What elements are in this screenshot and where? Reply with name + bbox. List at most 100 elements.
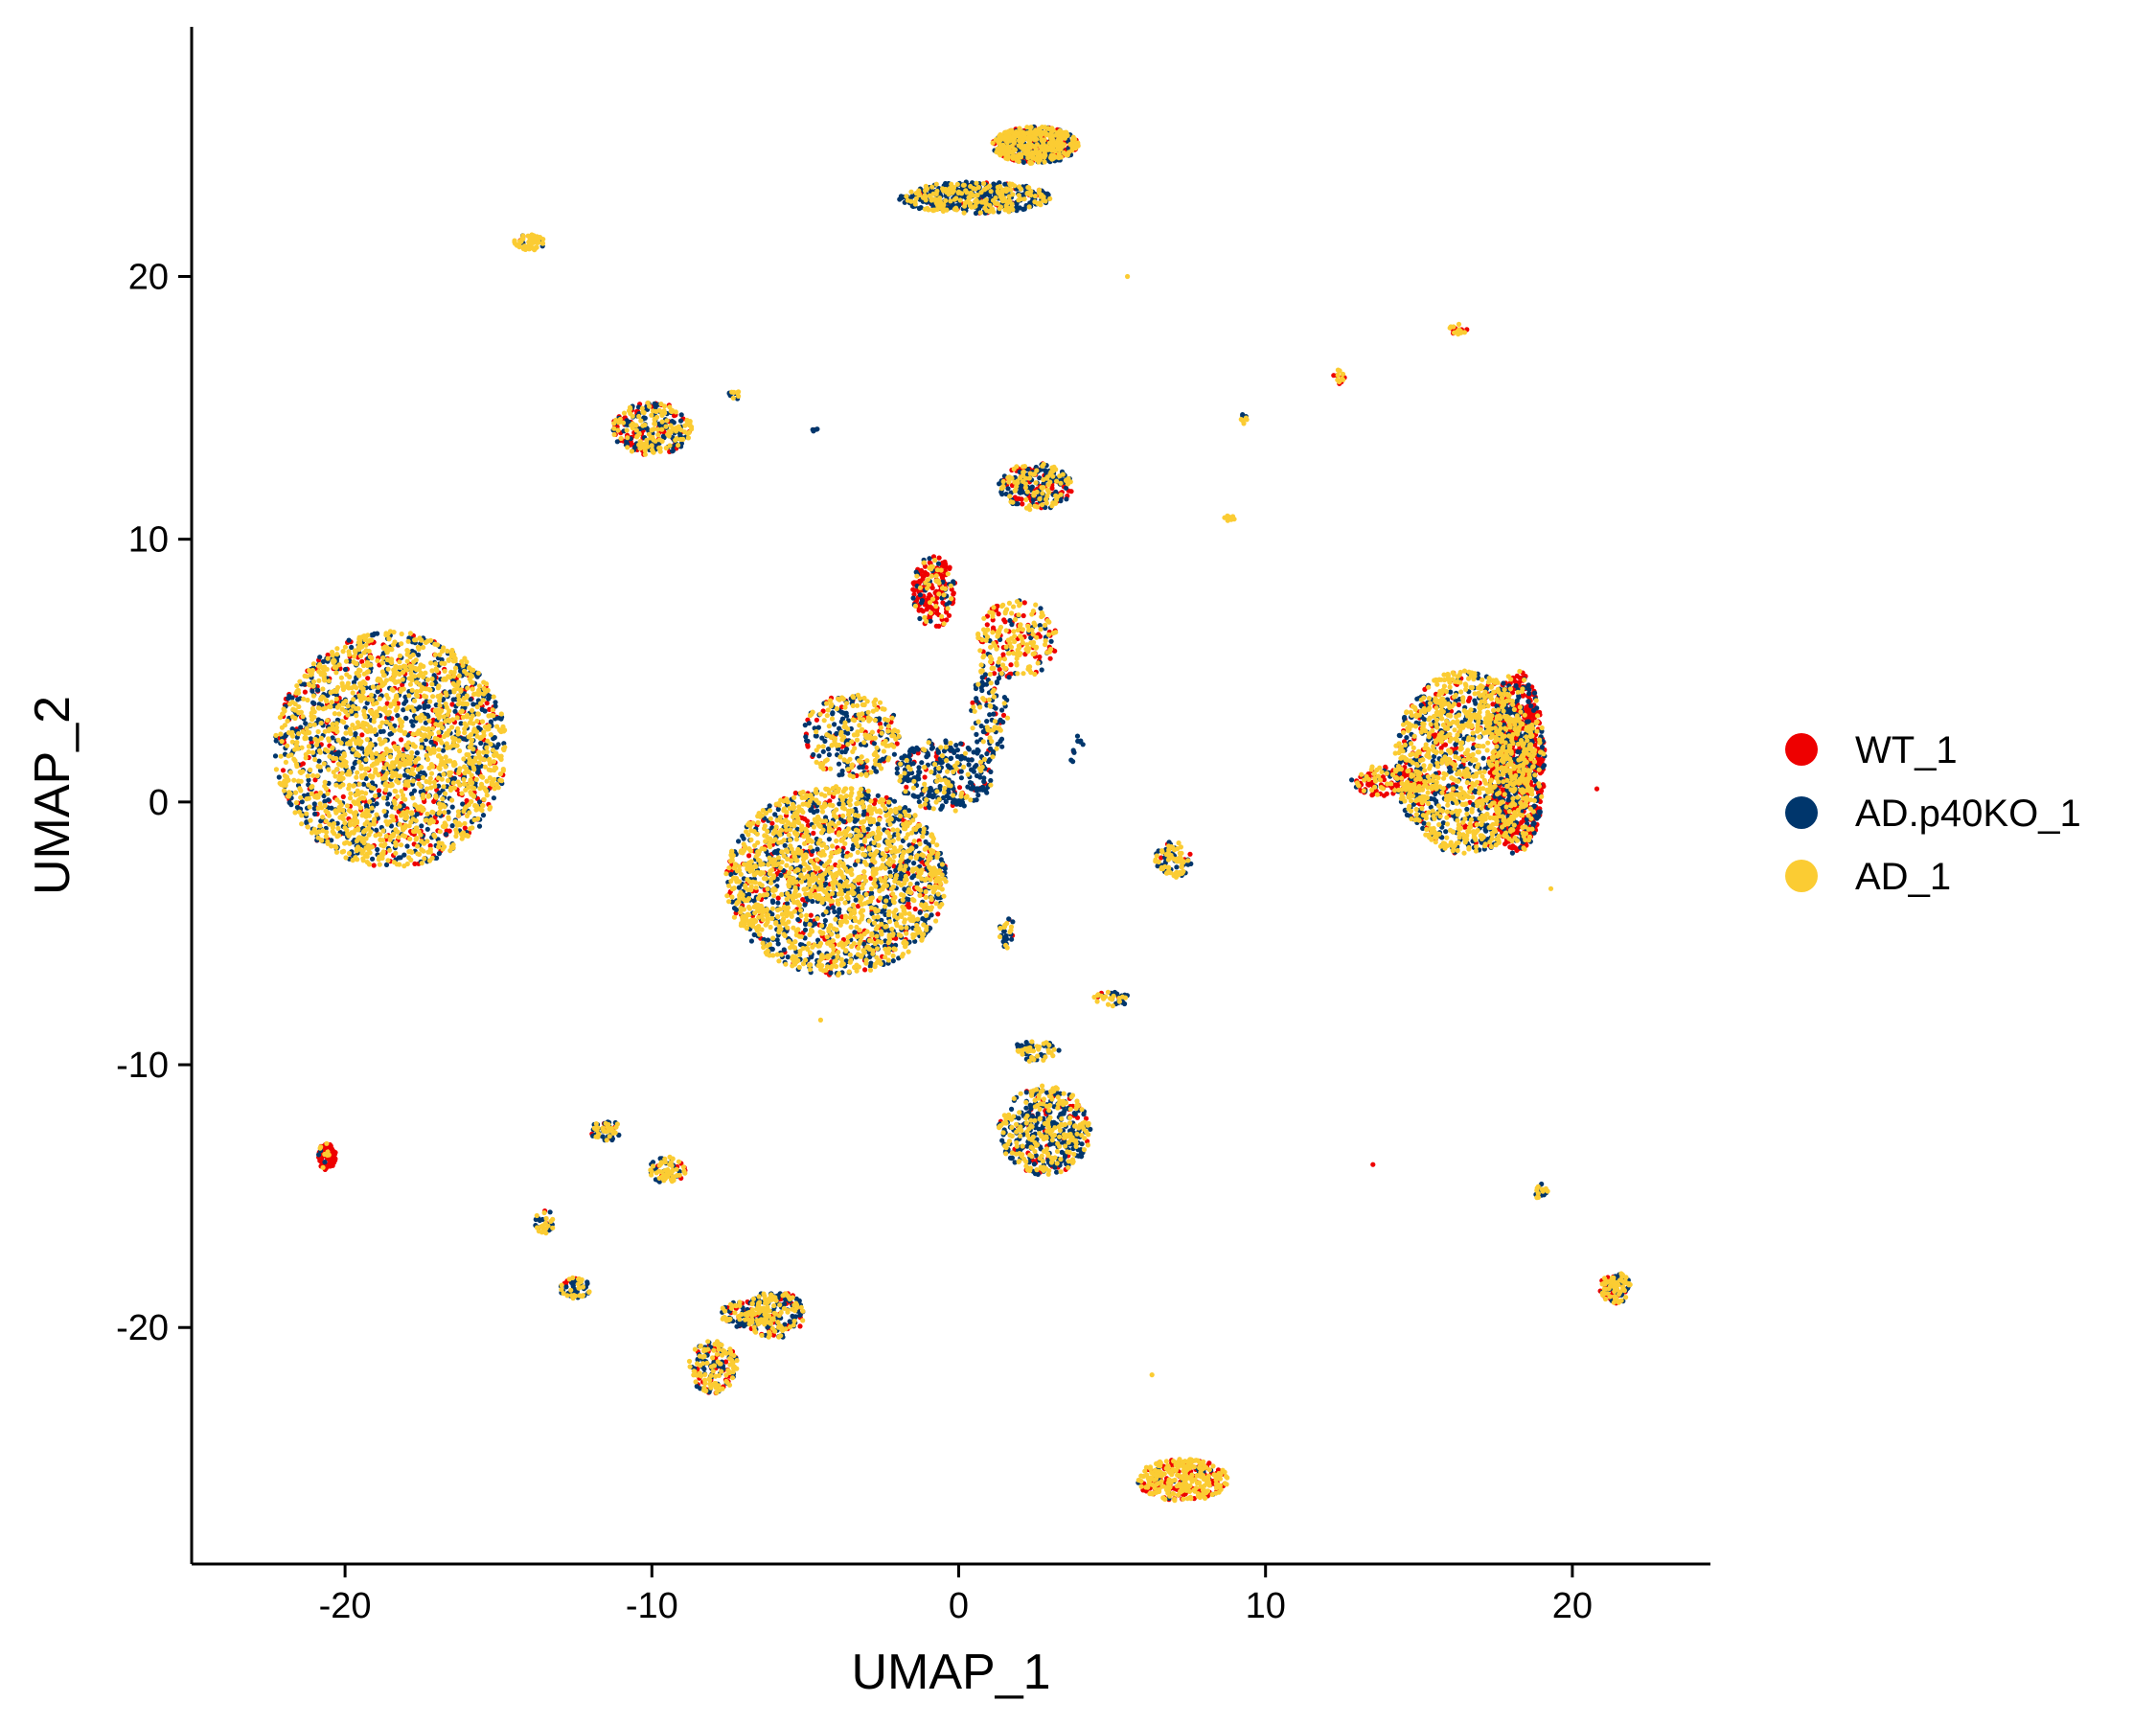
data-point	[997, 666, 1002, 673]
data-point	[950, 748, 956, 753]
data-point	[414, 750, 420, 756]
data-point	[1501, 680, 1506, 686]
data-point	[1005, 486, 1011, 492]
data-point	[805, 744, 811, 749]
data-point	[797, 1323, 803, 1329]
data-point	[312, 811, 318, 817]
data-point	[385, 801, 391, 807]
data-point	[1206, 1460, 1212, 1466]
data-point	[853, 897, 859, 903]
data-point	[981, 775, 987, 781]
data-point	[828, 970, 834, 976]
data-point	[993, 705, 998, 711]
data-point	[830, 711, 836, 717]
data-point	[830, 905, 837, 910]
data-point	[999, 707, 1005, 713]
data-point	[916, 769, 922, 774]
data-point	[447, 828, 452, 834]
data-point	[1349, 777, 1355, 783]
data-point	[767, 803, 772, 809]
data-point	[1528, 703, 1534, 709]
data-point	[983, 681, 990, 687]
data-point	[832, 722, 837, 727]
data-point	[839, 771, 845, 777]
data-point	[904, 859, 909, 864]
data-point	[894, 741, 900, 747]
data-point	[958, 741, 964, 747]
data-point	[383, 862, 390, 868]
data-point	[1507, 844, 1513, 850]
data-point	[875, 793, 881, 798]
data-point	[478, 740, 484, 747]
data-point	[778, 872, 784, 879]
data-point	[819, 735, 825, 741]
data-point	[280, 768, 287, 773]
data-point	[1438, 746, 1444, 751]
data-point	[1043, 468, 1048, 473]
data-point	[470, 702, 476, 707]
data-point	[1458, 764, 1464, 770]
data-point	[869, 890, 875, 896]
data-point	[1021, 600, 1027, 606]
data-point	[746, 853, 752, 859]
data-point	[408, 719, 415, 724]
data-point	[1049, 485, 1055, 492]
data-point	[795, 916, 801, 923]
data-point	[315, 687, 321, 693]
data-point	[871, 741, 878, 747]
data-point	[995, 741, 1000, 748]
data-point	[915, 747, 921, 752]
data-point	[956, 798, 962, 804]
data-point	[894, 766, 900, 771]
data-point	[863, 765, 869, 770]
data-point	[1021, 159, 1026, 165]
data-point	[411, 788, 418, 794]
data-point	[839, 749, 845, 755]
data-point	[1467, 695, 1473, 702]
data-point	[954, 753, 961, 760]
data-point	[909, 875, 915, 881]
data-point	[939, 804, 945, 811]
data-point	[836, 761, 842, 767]
data-point	[414, 812, 420, 817]
data-point	[946, 612, 952, 618]
data-point	[991, 711, 997, 717]
data-point	[1068, 489, 1074, 494]
data-point	[934, 608, 940, 613]
data-point	[826, 751, 833, 758]
scatter-points	[272, 124, 1633, 1504]
data-point	[822, 918, 829, 924]
data-point	[947, 564, 952, 570]
data-point	[328, 1159, 333, 1164]
data-point	[346, 637, 352, 643]
data-point	[980, 728, 986, 735]
data-point	[1433, 791, 1438, 797]
data-point	[921, 573, 928, 579]
data-point	[902, 753, 907, 759]
data-point	[922, 774, 928, 780]
data-point	[1526, 691, 1532, 697]
data-point	[1019, 496, 1024, 502]
data-point	[352, 760, 357, 767]
data-point	[495, 715, 502, 721]
data-point	[815, 724, 822, 730]
data-point	[342, 666, 349, 673]
data-point	[1421, 820, 1427, 826]
data-point	[370, 856, 376, 862]
data-point	[966, 762, 972, 768]
data-point	[769, 820, 775, 826]
data-point	[837, 801, 842, 807]
data-point	[984, 719, 990, 724]
data-point	[935, 911, 941, 917]
data-point	[974, 696, 979, 702]
data-point	[1480, 755, 1486, 761]
data-point	[1001, 617, 1007, 623]
data-point	[838, 709, 845, 715]
data-point	[491, 795, 497, 801]
data-point	[918, 607, 924, 613]
data-point	[988, 777, 994, 784]
data-point	[852, 930, 858, 935]
data-point	[916, 765, 922, 770]
data-point	[984, 750, 990, 757]
data-point	[937, 783, 943, 790]
